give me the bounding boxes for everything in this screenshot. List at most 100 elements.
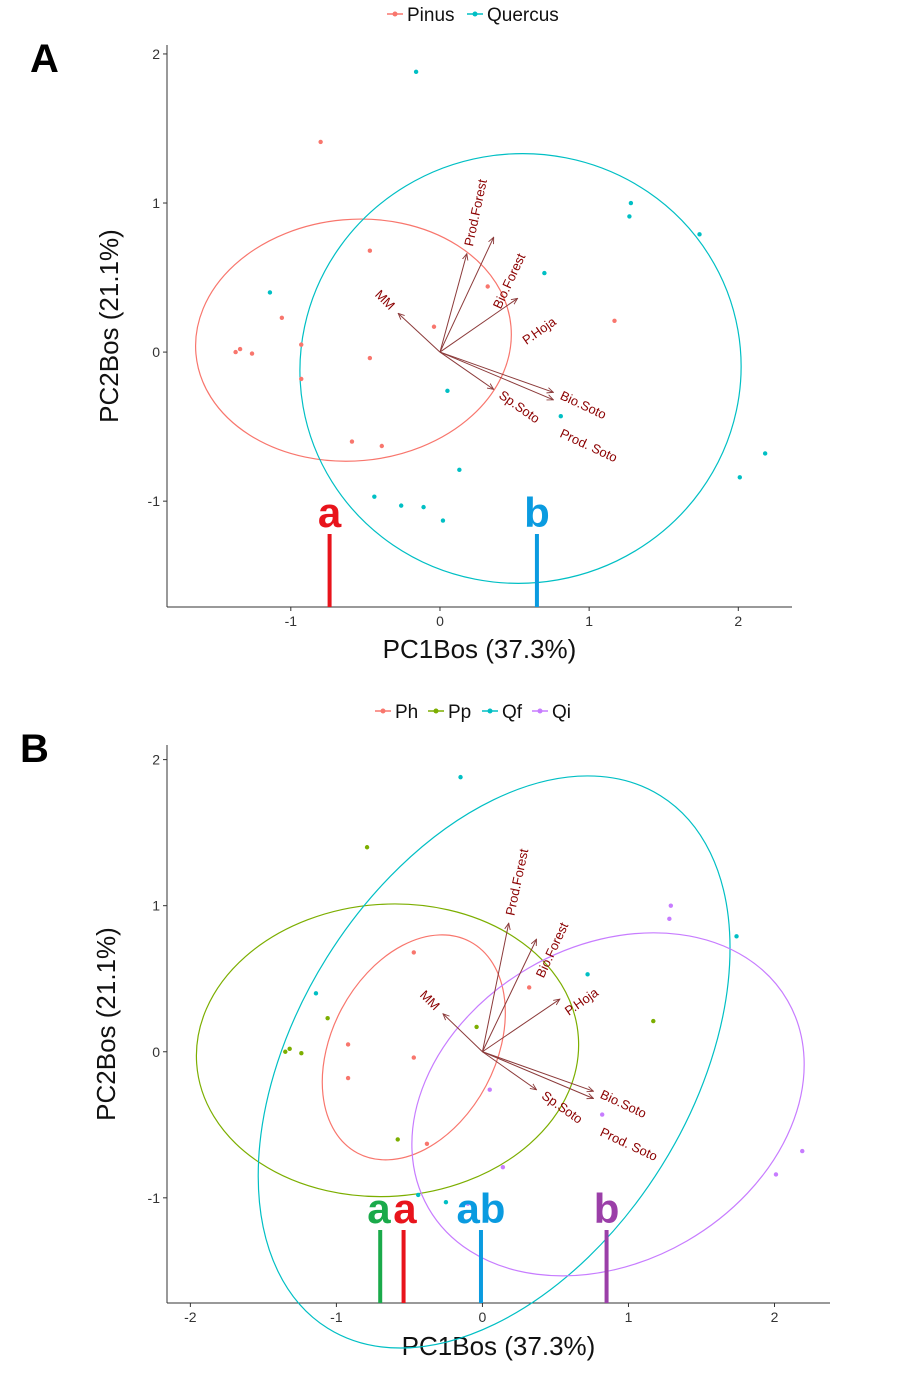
data-point-Pinus [299, 342, 304, 347]
y-tick-label: 2 [152, 752, 160, 768]
group-letter: a [318, 489, 342, 536]
data-point-Pp [283, 1049, 288, 1054]
confidence-ellipse-Pp [195, 903, 580, 1198]
data-point-Quercus [627, 214, 632, 219]
loading-label-group: MM [417, 987, 443, 1013]
data-point-Pinus [279, 315, 285, 321]
loading-label-group: Prod.Forest [503, 847, 532, 917]
y-tick-label: 1 [152, 195, 160, 211]
data-point-Pinus [237, 346, 243, 352]
loading-label-group: Sp.Soto [539, 1088, 586, 1127]
data-point-Pp [287, 1046, 292, 1052]
data-point-Ph [345, 1042, 351, 1047]
loading-label: Prod.Forest [461, 178, 490, 248]
data-point-Qi [667, 916, 672, 922]
loading-arrow [482, 1051, 593, 1091]
data-point-Quercus [762, 451, 768, 456]
legend-label-Ph: Ph [395, 702, 418, 723]
data-point-Pinus [379, 443, 384, 449]
data-point-Qf [443, 1200, 449, 1205]
data-point-Quercus [697, 232, 702, 237]
data-point-Pp [299, 1051, 304, 1056]
confidence-ellipse-Ph [321, 934, 506, 1161]
legend-label-Qi: Qi [552, 702, 571, 723]
y-tick-label: -1 [148, 1190, 161, 1206]
data-point-Pinus [431, 324, 437, 329]
loading-arrow [439, 298, 518, 353]
data-point-Qf [585, 972, 590, 977]
data-point-Pinus [485, 284, 490, 289]
loading-arrow [439, 351, 553, 392]
y-tick-label: -1 [148, 493, 161, 509]
y-tick-label: 0 [152, 344, 160, 360]
data-point-Pinus [367, 355, 373, 361]
data-point-Ph [526, 985, 532, 990]
loading-arrow [482, 999, 559, 1053]
legend-label-Qf: Qf [502, 702, 523, 723]
loading-label-group: Prod.Forest [461, 178, 490, 248]
legend-key-dot [472, 11, 478, 17]
x-tick-label: -1 [285, 613, 298, 629]
data-point-Ph [424, 1141, 430, 1146]
data-point-Pinus [612, 318, 617, 323]
y-axis-label: PC2Bos (21.1%) [94, 229, 124, 423]
legend-key-dot [392, 11, 398, 17]
y-axis-label: PC2Bos (21.1%) [91, 927, 121, 1121]
loading-arrow [398, 313, 441, 353]
loading-arrow [439, 254, 467, 353]
loading-label: Sp.Soto [539, 1088, 586, 1127]
data-point-Ph [411, 1055, 416, 1060]
loading-label: Bio.Soto [598, 1087, 649, 1121]
data-point-Ph [345, 1075, 351, 1081]
loading-label: MM [372, 287, 398, 313]
data-point-Quercus [413, 69, 419, 75]
data-point-Quercus [542, 270, 547, 276]
confidence-ellipse-Pinus [194, 218, 512, 462]
data-point-Qf [734, 934, 739, 939]
data-point-Qf [313, 991, 319, 996]
legend-label-Pinus: Pinus [407, 5, 455, 26]
loading-arrow [439, 351, 494, 389]
y-tick-label: 0 [152, 1044, 160, 1060]
data-point-Pinus [299, 376, 304, 382]
panel-A: A -1 0 1 2 -1 0 1 2 PC1Bos (37.3%) PC2Bos (21.1%) P… [30, 5, 792, 664]
legend-label-Pp: Pp [448, 702, 471, 723]
data-point-Qf [415, 1192, 421, 1198]
data-point-Qi [487, 1087, 492, 1092]
legend-label-Quercus: Quercus [487, 5, 559, 26]
x-tick-label: 2 [734, 613, 742, 629]
loading-arrow [439, 351, 553, 400]
data-point-Quercus [737, 475, 742, 480]
legend-key-dot [433, 708, 439, 714]
confidence-ellipse-Qf [257, 775, 731, 1349]
panel-label: B [20, 727, 49, 771]
data-point-Pinus [318, 139, 323, 145]
data-point-Pinus [367, 248, 373, 253]
data-point-Qi [668, 903, 674, 908]
loading-label: Prod. Soto [558, 426, 620, 466]
loading-arrow [443, 1014, 483, 1053]
data-point-Qi [500, 1164, 506, 1170]
loading-arrow [482, 1051, 536, 1090]
panel-label: A [30, 37, 59, 81]
data-point-Pp [364, 845, 370, 850]
data-point-Ph [411, 950, 416, 955]
data-point-Pinus [349, 439, 355, 444]
group-letter: a [393, 1185, 417, 1232]
loading-label-group: P.Hoja [520, 313, 560, 347]
data-point-Qi [599, 1112, 605, 1117]
x-tick-label: 0 [479, 1309, 487, 1325]
data-point-Qi [773, 1172, 779, 1177]
data-point-Quercus [267, 290, 273, 295]
loading-arrow [439, 237, 494, 353]
loading-label: P.Hoja [562, 984, 602, 1018]
x-tick-label: 0 [436, 613, 444, 629]
data-point-Quercus [398, 503, 404, 508]
loading-label: Bio.Soto [558, 388, 609, 422]
group-letter: b [524, 489, 550, 536]
loading-label-group: Prod. Soto [598, 1124, 660, 1164]
data-point-Qi [465, 1201, 471, 1206]
legend-key-dot [380, 708, 386, 714]
data-point-Pp [474, 1024, 479, 1030]
